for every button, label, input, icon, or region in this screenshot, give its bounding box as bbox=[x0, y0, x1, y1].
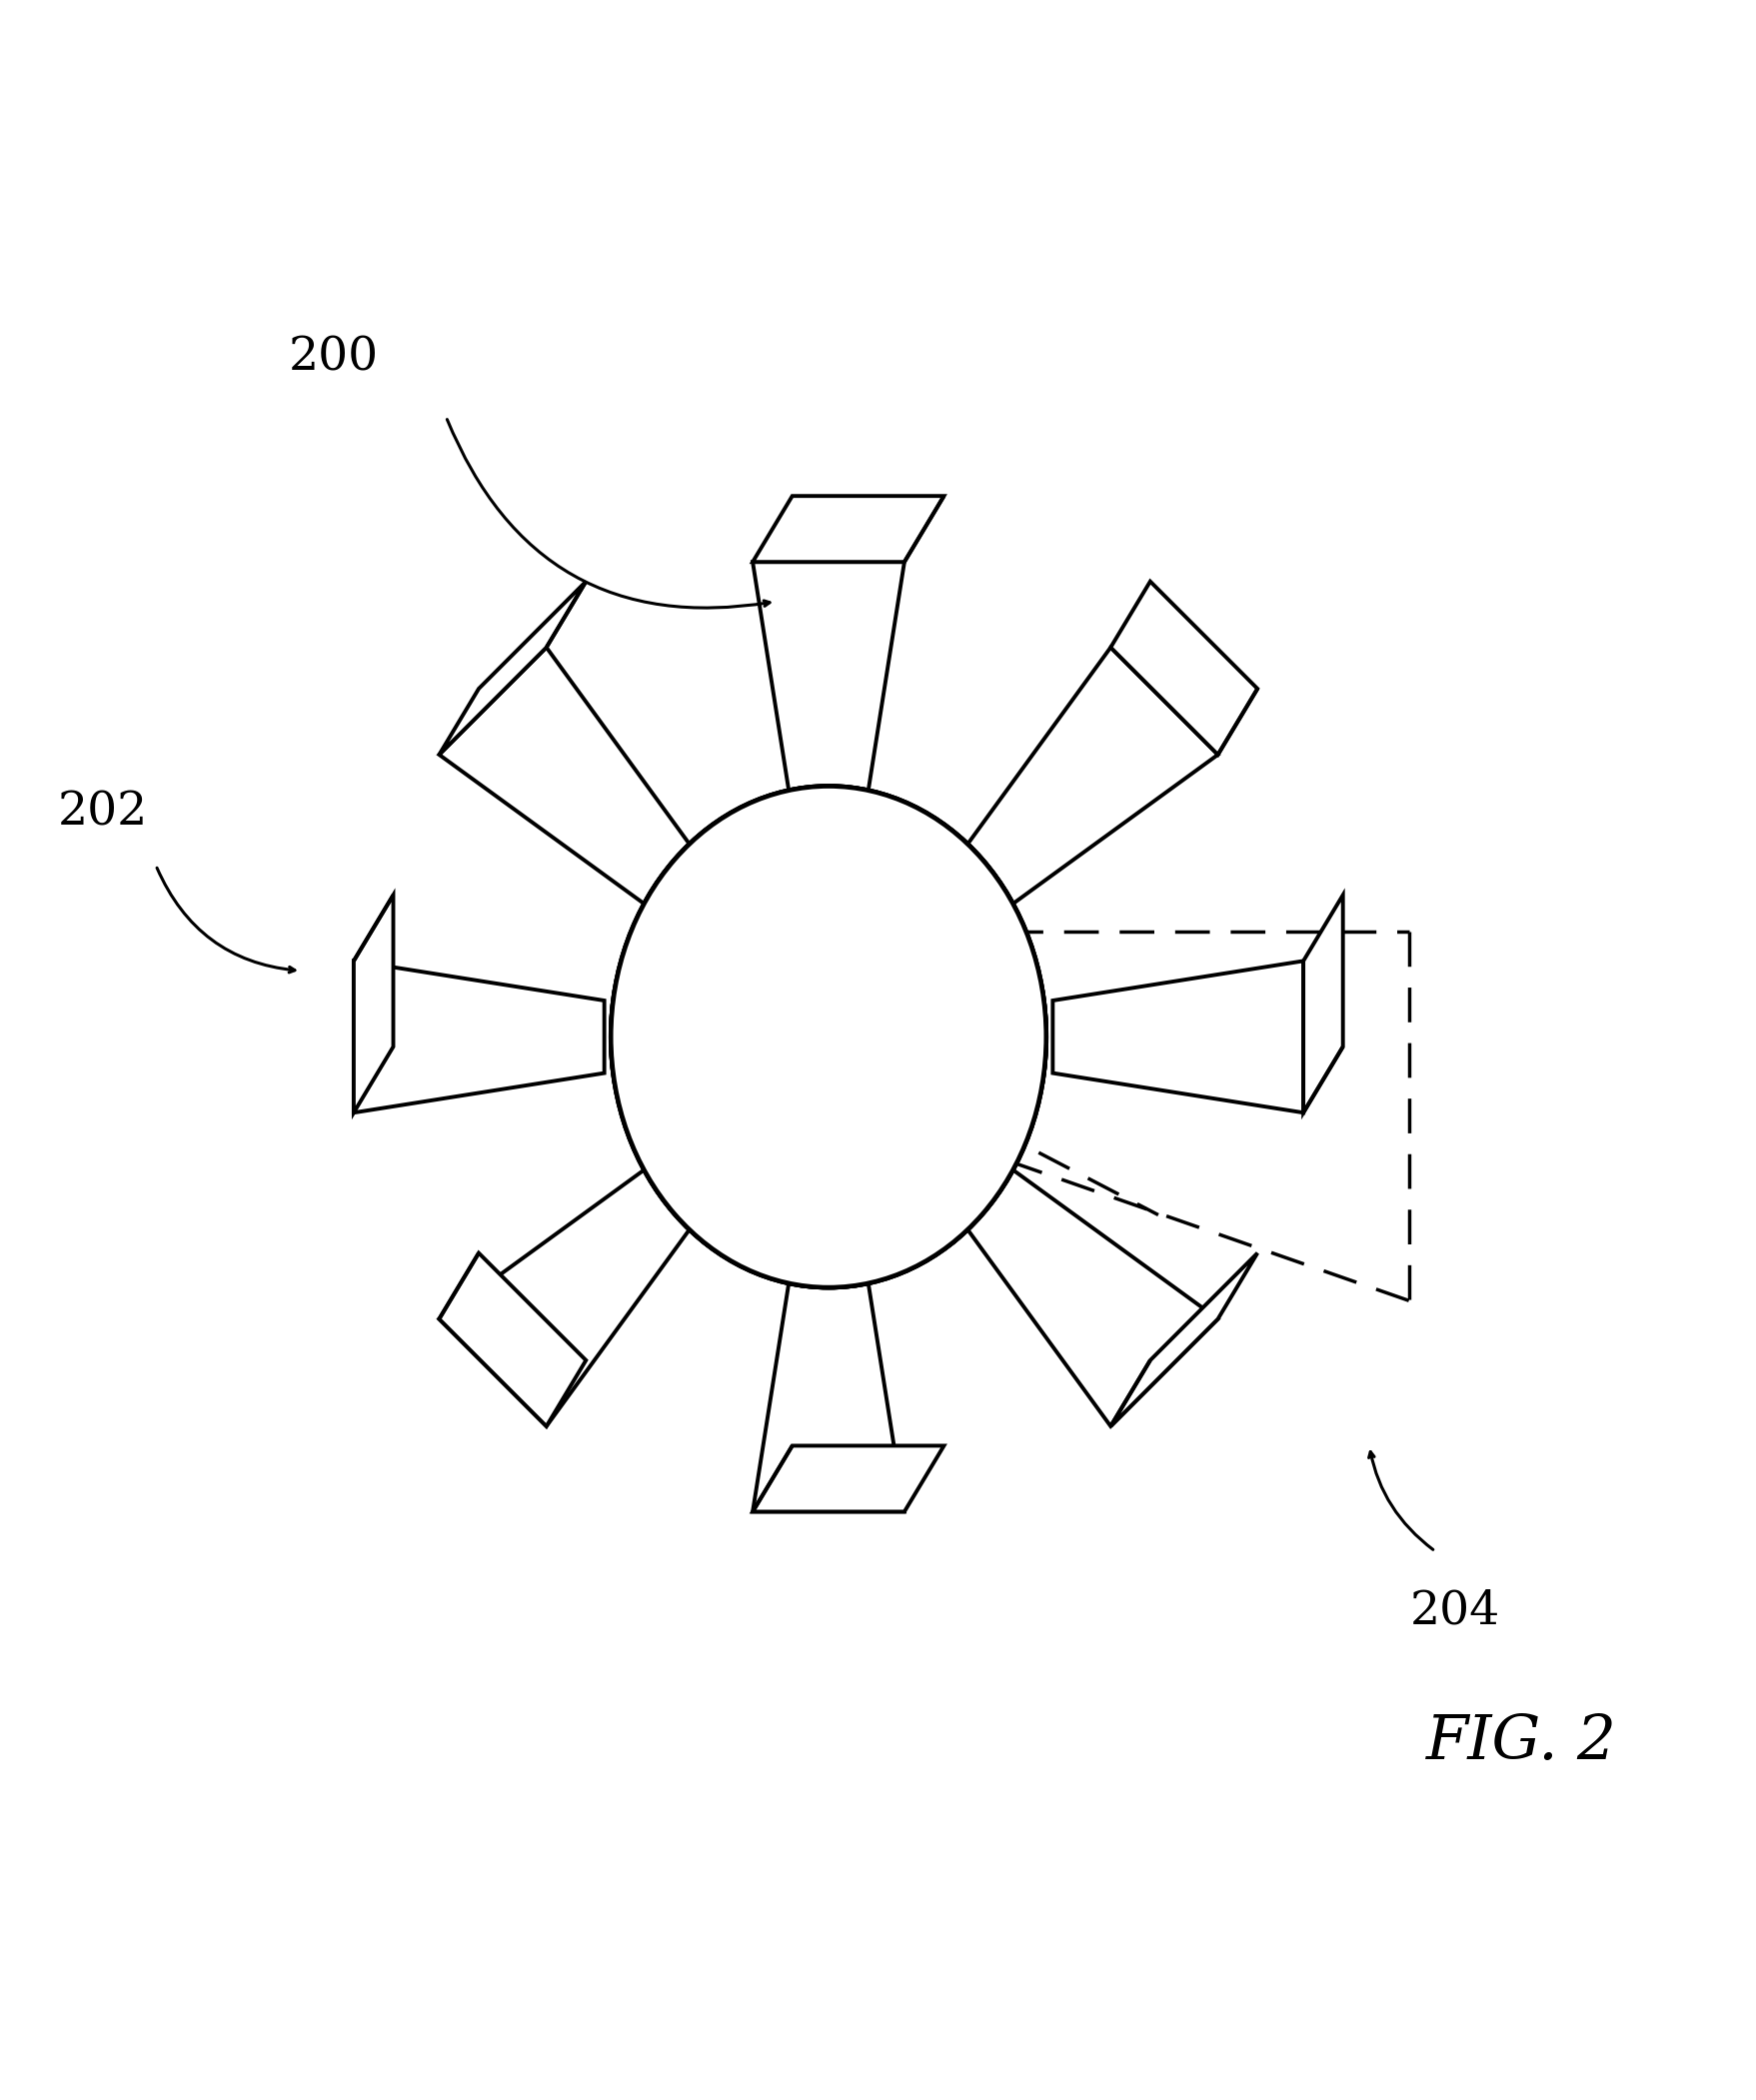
Polygon shape bbox=[1112, 582, 1257, 754]
Polygon shape bbox=[962, 647, 1219, 903]
Text: 200: 200 bbox=[290, 334, 379, 380]
Polygon shape bbox=[753, 1445, 945, 1512]
Polygon shape bbox=[753, 1445, 792, 1512]
Polygon shape bbox=[962, 1170, 1219, 1426]
Polygon shape bbox=[546, 582, 587, 647]
Text: FIG. 2: FIG. 2 bbox=[1426, 1714, 1616, 1772]
Polygon shape bbox=[439, 647, 695, 903]
Polygon shape bbox=[439, 1254, 587, 1426]
Polygon shape bbox=[1054, 962, 1303, 1113]
Polygon shape bbox=[1303, 895, 1343, 1113]
Polygon shape bbox=[753, 496, 945, 563]
Polygon shape bbox=[353, 962, 604, 1113]
Polygon shape bbox=[439, 582, 587, 754]
Polygon shape bbox=[353, 895, 393, 962]
Polygon shape bbox=[1219, 689, 1257, 754]
Polygon shape bbox=[904, 496, 945, 563]
Polygon shape bbox=[753, 563, 904, 813]
Text: 204: 204 bbox=[1410, 1588, 1500, 1634]
Polygon shape bbox=[1303, 1046, 1343, 1113]
Polygon shape bbox=[353, 895, 393, 1113]
Polygon shape bbox=[439, 1170, 695, 1426]
Polygon shape bbox=[753, 1262, 904, 1512]
Ellipse shape bbox=[611, 785, 1047, 1287]
Polygon shape bbox=[1112, 1361, 1150, 1426]
Polygon shape bbox=[439, 1254, 479, 1319]
Ellipse shape bbox=[611, 785, 1047, 1287]
Ellipse shape bbox=[611, 785, 1047, 1287]
Text: 202: 202 bbox=[58, 790, 148, 836]
Polygon shape bbox=[1112, 1254, 1257, 1426]
